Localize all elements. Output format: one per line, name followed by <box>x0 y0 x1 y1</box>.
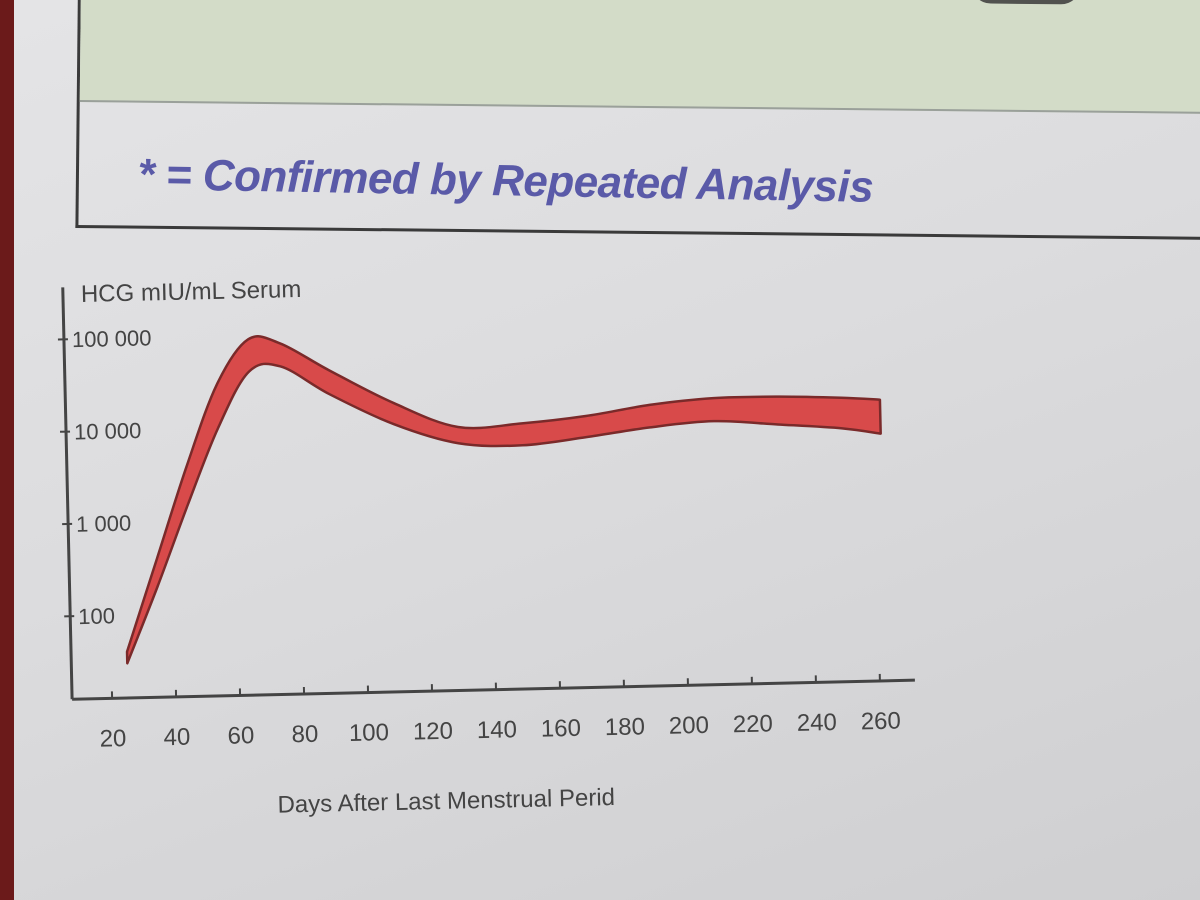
x-tick-label: 60 <box>227 722 254 750</box>
x-tick-label: 240 <box>797 709 838 737</box>
x-tick-label: 80 <box>291 721 318 749</box>
x-axis-label: Days After Last Menstrual Perid <box>277 784 615 819</box>
y-tick-label: 1 000 <box>76 511 132 537</box>
x-tick-label: 120 <box>413 718 454 746</box>
x-tick-label: 160 <box>541 715 582 743</box>
y-axis-label: HCG mIU/mL Serum <box>81 276 302 308</box>
x-tick-label: 180 <box>605 713 646 741</box>
x-tick-label: 100 <box>349 719 390 747</box>
x-tick-label: 200 <box>669 712 710 740</box>
x-tick-label: 40 <box>163 724 190 752</box>
x-tick-label: 220 <box>733 710 774 738</box>
y-tick-label: 100 <box>78 603 115 629</box>
hcg-reference-band <box>125 335 882 665</box>
x-tick-label: 20 <box>99 725 126 753</box>
x-tick-label: 140 <box>477 716 518 744</box>
y-tick-label: 100 000 <box>72 325 152 352</box>
y-axis-line <box>61 287 74 700</box>
paper-sheet <box>14 0 1200 900</box>
x-tick-label: 260 <box>860 707 901 735</box>
x-axis-line <box>72 678 915 701</box>
y-tick-label: 10 000 <box>74 418 142 445</box>
